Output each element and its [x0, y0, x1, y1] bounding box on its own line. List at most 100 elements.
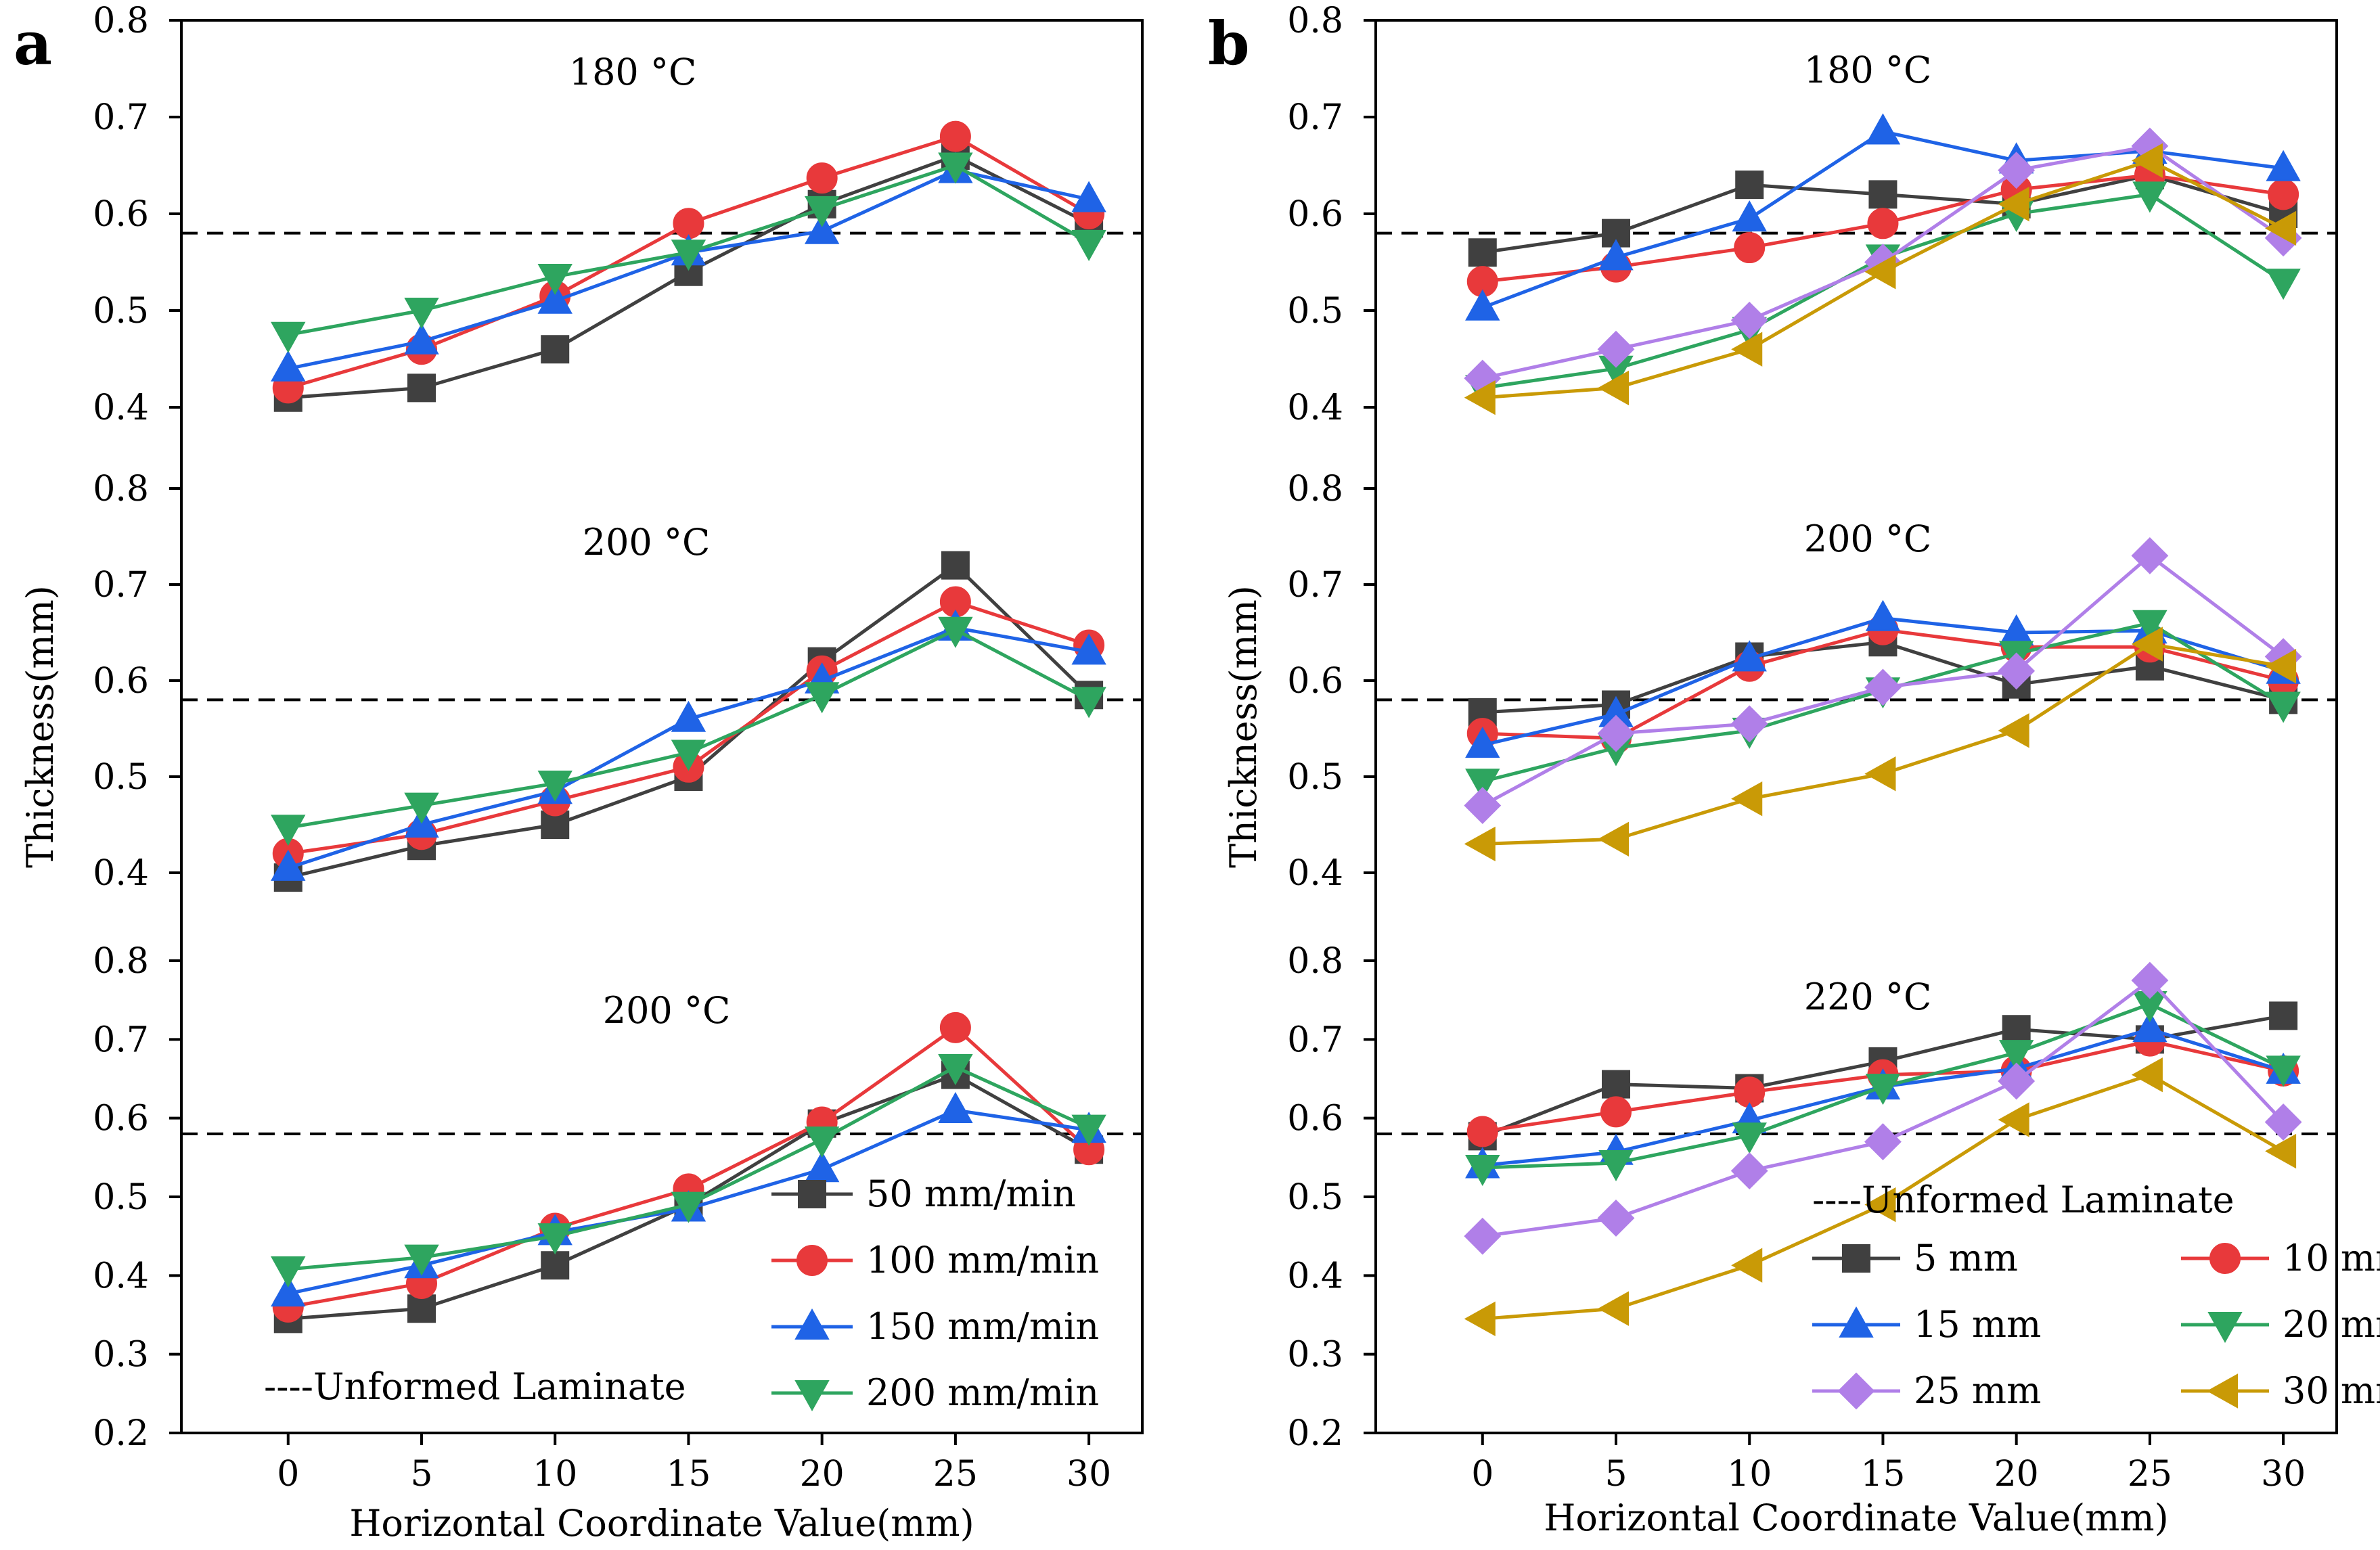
data-point [1466, 1116, 1498, 1147]
y-tick-label: 0.7 [1287, 97, 1343, 138]
y-tick-label: 0.7 [93, 97, 149, 138]
legend-marker [796, 1245, 828, 1276]
data-point [1597, 714, 1635, 752]
data-point [1998, 1040, 2034, 1072]
data-point [271, 350, 306, 382]
data-point [1597, 330, 1635, 368]
panel-b: b 0 5 10 15 20 25 30 Horizontal Coordinate Valu… [1208, 1, 2380, 1539]
data-point [2132, 1011, 2168, 1043]
data-point [1465, 727, 1500, 758]
x-tick-label: 0 [277, 1454, 299, 1495]
data-point [1865, 599, 1901, 631]
data-point [1998, 713, 2029, 748]
data-point [2002, 1015, 2031, 1044]
legend-marker [2207, 1312, 2243, 1344]
x-tick-label: 10 [533, 1454, 577, 1495]
data-point [1730, 301, 1768, 339]
y-tick-label: 0.8 [93, 1, 149, 41]
y-tick-label: 0.7 [1287, 565, 1343, 606]
plot-frame [1374, 19, 2338, 1434]
data-point [1602, 1070, 1630, 1099]
data-point [1998, 652, 2036, 690]
data-point [1998, 1102, 2029, 1137]
data-point [1731, 781, 1763, 817]
legend-label: 100 mm/min [866, 1239, 1099, 1281]
data-point [271, 1256, 306, 1288]
data-point [1465, 769, 1500, 800]
data-point [271, 1275, 306, 1307]
x-tick-label: 5 [1604, 1454, 1627, 1495]
y-tick-label: 0.4 [93, 853, 149, 894]
legend-marker [2206, 1373, 2238, 1409]
y-tick-label: 0.4 [93, 388, 149, 428]
y-tick-label: 0.6 [1287, 194, 1343, 235]
data-point [1864, 1187, 1896, 1223]
data-point [1600, 1096, 1632, 1128]
x-axis-title: Horizontal Coordinate Value(mm) [349, 1502, 974, 1545]
legend-label: 25 mm [1914, 1369, 2041, 1412]
x-tick-label: 15 [1860, 1454, 1905, 1495]
data-point [2131, 143, 2163, 179]
y-tick-label: 0.5 [1287, 757, 1343, 798]
data-point [1465, 1154, 1500, 1187]
data-point [2266, 1055, 2301, 1087]
y-tick-label: 0.6 [93, 194, 149, 235]
data-point [404, 298, 439, 329]
data-point [1465, 289, 1500, 321]
data-point [1865, 113, 1901, 145]
subplot-title: 180 °C [1804, 49, 1932, 91]
data-point [1464, 787, 1502, 825]
x-tick-label: 25 [933, 1454, 978, 1495]
data-point [2131, 961, 2169, 999]
x-tick-label: 20 [1994, 1454, 2039, 1495]
data-point [1998, 1062, 2036, 1100]
data-point [1998, 186, 2029, 222]
x-axis-title: Horizontal Coordinate Value(mm) [1544, 1497, 2168, 1539]
legend-label: 20 mm [2283, 1303, 2380, 1346]
data-point [2265, 1133, 2297, 1169]
data-point [671, 240, 706, 271]
y-tick-label: 0.4 [1287, 388, 1343, 428]
data-point [1598, 1149, 1634, 1182]
legend-label: 5 mm [1914, 1237, 2018, 1279]
panel-a-letter: a [14, 8, 52, 78]
y-tick-label: 0.5 [93, 291, 149, 332]
plot-frame [180, 19, 1144, 1434]
data-point [404, 323, 439, 355]
subplot-title: 180 °C [569, 51, 697, 93]
data-point [1464, 1301, 1496, 1337]
y-tick-label: 0.5 [93, 757, 149, 798]
legend-label: 15 mm [1914, 1303, 2041, 1346]
legend-marker [794, 1308, 830, 1340]
legend-marker [1842, 1244, 1870, 1273]
data-point [537, 770, 572, 802]
data-point [1867, 208, 1899, 240]
data-point [2131, 537, 2169, 574]
data-point [1602, 219, 1630, 248]
data-point [1730, 1152, 1768, 1190]
legend-marker [1839, 1306, 1874, 1338]
data-point [1735, 170, 1764, 200]
x-tick-label: 25 [2128, 1454, 2172, 1495]
data-point [804, 196, 840, 227]
x-tick-label: 5 [410, 1454, 432, 1495]
data-point [1468, 238, 1497, 267]
data-point [1598, 239, 1634, 271]
data-point [671, 700, 706, 732]
y-tick-label: 0.5 [1287, 291, 1343, 332]
data-point [671, 1191, 706, 1223]
y-tick-label: 0.8 [1287, 1, 1343, 41]
x-tick-label: 15 [666, 1454, 711, 1495]
data-point [271, 321, 306, 353]
y-axis-title: Thickness(mm) [19, 585, 62, 868]
data-point [1071, 1114, 1106, 1146]
data-point [2131, 626, 2163, 662]
data-point [1731, 1248, 1763, 1283]
data-point [1071, 181, 1106, 212]
legend-marker [2209, 1243, 2241, 1274]
data-point [407, 1294, 436, 1323]
data-point [1865, 1074, 1901, 1105]
data-point [1734, 232, 1766, 264]
data-point [537, 1223, 572, 1255]
